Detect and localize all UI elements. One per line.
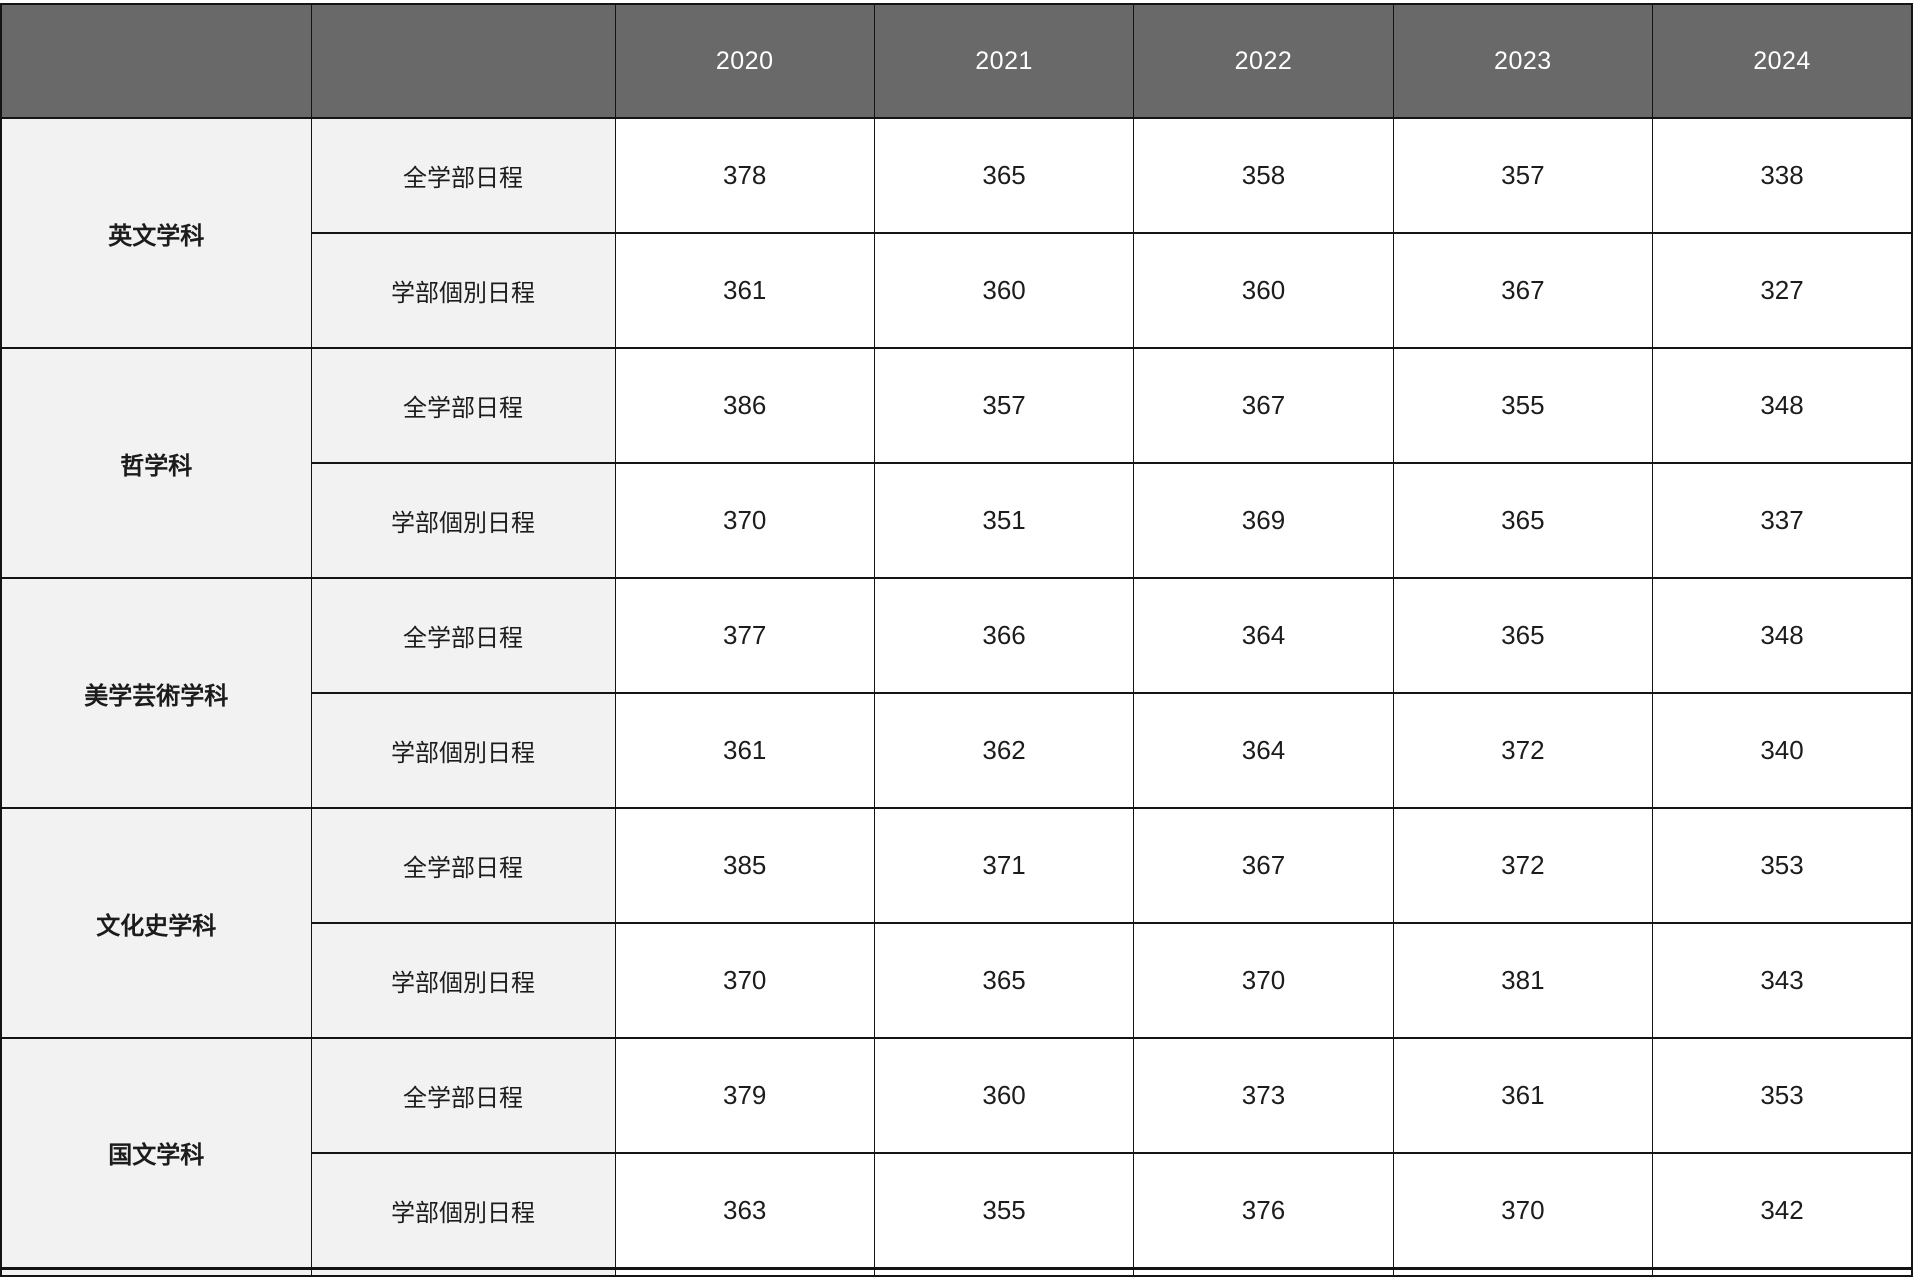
score-cell: 363 [614, 1152, 875, 1269]
score-cell: 386 [614, 347, 875, 464]
score-cell: 348 [1652, 577, 1913, 694]
score-cell: 357 [873, 347, 1135, 464]
schedule-cell: 学部個別日程 [310, 232, 616, 349]
department-cell: 哲学科 [0, 347, 312, 579]
score-cell: 371 [873, 807, 1135, 924]
score-cell: 360 [1133, 232, 1394, 349]
year-header: 2022 [1133, 3, 1394, 119]
schedule-column-header [310, 3, 616, 119]
schedule-cell: 全学部日程 [310, 807, 616, 924]
department-cell: 美学芸術学科 [0, 577, 312, 809]
schedule-cell: 学部個別日程 [310, 692, 616, 809]
score-cell: 360 [873, 1037, 1135, 1154]
department-cell: 英文学科 [0, 117, 312, 349]
score-cell: 367 [1133, 347, 1394, 464]
cutoff-cell [1392, 1266, 1654, 1276]
score-cell: 381 [1392, 922, 1654, 1039]
score-cell: 366 [873, 577, 1135, 694]
score-cell: 353 [1652, 1037, 1913, 1154]
score-cell: 361 [614, 692, 875, 809]
score-cell: 367 [1392, 232, 1654, 349]
year-header: 2021 [873, 3, 1135, 119]
score-cell: 364 [1133, 577, 1394, 694]
score-cell: 353 [1652, 807, 1913, 924]
score-cell: 370 [1392, 1152, 1654, 1269]
table-row: 美学芸術学科 全学部日程 377 366 364 365 348 [0, 577, 1913, 809]
score-cell: 378 [614, 117, 875, 234]
score-cell: 372 [1392, 692, 1654, 809]
score-cell: 348 [1652, 347, 1913, 464]
schedule-cell: 全学部日程 [310, 1037, 616, 1154]
table-row: 哲学科 全学部日程 386 357 367 355 348 [0, 347, 1913, 579]
score-cell: 360 [873, 232, 1135, 349]
schedule-cell: 全学部日程 [310, 347, 616, 464]
score-cell: 355 [1392, 347, 1654, 464]
year-header: 2020 [614, 3, 875, 119]
score-cell: 357 [1392, 117, 1654, 234]
table-header: 2020 2021 2022 2023 2024 [0, 3, 1913, 119]
score-cell: 370 [614, 462, 875, 579]
schedule-cell: 学部個別日程 [310, 462, 616, 579]
year-header: 2024 [1652, 3, 1913, 119]
score-cell: 385 [614, 807, 875, 924]
score-cell: 358 [1133, 117, 1394, 234]
score-cell: 340 [1652, 692, 1913, 809]
schedule-cell: 全学部日程 [310, 577, 616, 694]
cutoff-cell [0, 1266, 312, 1276]
schedule-cell: 学部個別日程 [310, 922, 616, 1039]
table-row: 学部個別日程 361 360 360 367 327 [1, 232, 1913, 349]
score-cell: 369 [1133, 462, 1394, 579]
department-cell: 文化史学科 [0, 807, 312, 1039]
schedule-cell: 全学部日程 [310, 117, 616, 234]
table-row: 学部個別日程 370 351 369 365 337 [1, 462, 1913, 579]
score-cell: 343 [1652, 922, 1913, 1039]
header-row: 2020 2021 2022 2023 2024 [0, 3, 1913, 119]
department-cell: 国文学科 [0, 1037, 312, 1269]
cutoff-cell [873, 1266, 1135, 1276]
scores-table: 2020 2021 2022 2023 2024 英文学科 全学部日程 378 365 358 3… [0, 3, 1913, 1277]
score-cell: 370 [1133, 922, 1394, 1039]
cutoff-cell [1133, 1266, 1394, 1276]
score-cell: 365 [873, 922, 1135, 1039]
table-row: 英文学科 全学部日程 378 365 358 357 338 [0, 117, 1913, 349]
score-cell: 361 [614, 232, 875, 349]
table-body: 英文学科 全学部日程 378 365 358 357 338 学部個別日程 361 360 360 3… [0, 117, 1913, 1276]
cutoff-cell [614, 1266, 875, 1276]
department-column-header [0, 3, 312, 119]
table-row: 学部個別日程 361 362 364 372 340 [1, 692, 1913, 809]
score-cell: 338 [1652, 117, 1913, 234]
score-cell: 365 [1392, 577, 1654, 694]
score-cell: 377 [614, 577, 875, 694]
score-cell: 355 [873, 1152, 1135, 1269]
score-cell: 379 [614, 1037, 875, 1154]
table-row: 文化史学科 全学部日程 385 371 367 372 353 [0, 807, 1913, 1039]
score-cell: 362 [873, 692, 1135, 809]
score-cell: 361 [1392, 1037, 1654, 1154]
score-cell: 370 [614, 922, 875, 1039]
cutoff-cell [1652, 1266, 1913, 1276]
score-cell: 376 [1133, 1152, 1394, 1269]
score-cell: 351 [873, 462, 1135, 579]
score-cell: 365 [1392, 462, 1654, 579]
cutoff-row [0, 1266, 1913, 1276]
year-header: 2023 [1392, 3, 1654, 119]
score-cell: 372 [1392, 807, 1654, 924]
cutoff-cell [310, 1266, 616, 1276]
score-cell: 337 [1652, 462, 1913, 579]
score-cell: 342 [1652, 1152, 1913, 1269]
score-cell: 327 [1652, 232, 1913, 349]
score-cell: 367 [1133, 807, 1394, 924]
schedule-cell: 学部個別日程 [310, 1152, 616, 1269]
table-row: 国文学科 全学部日程 379 360 373 361 353 [0, 1037, 1913, 1269]
table-row: 学部個別日程 363 355 376 370 342 [1, 1152, 1913, 1269]
table-row: 学部個別日程 370 365 370 381 343 [1, 922, 1913, 1039]
score-cell: 365 [873, 117, 1135, 234]
score-cell: 364 [1133, 692, 1394, 809]
score-cell: 373 [1133, 1037, 1394, 1154]
